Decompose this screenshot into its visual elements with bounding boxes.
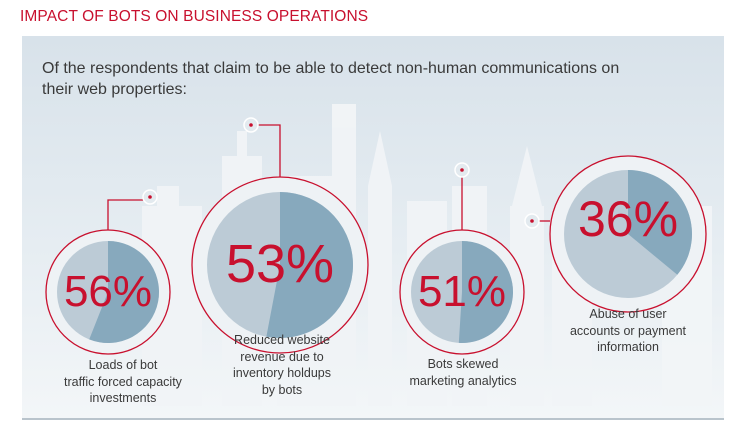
- pie-slice-3: [458, 241, 514, 344]
- percent-label-4: 36%: [578, 191, 678, 247]
- caption-2: Reduced website revenue due to inventory…: [233, 333, 331, 397]
- caption-3: Bots skewed marketing analytics: [409, 357, 517, 388]
- caption-1: Loads of bot traffic forced capacity inv…: [64, 358, 182, 405]
- pie-slice-2: [266, 192, 353, 338]
- pie-group-3: 51%: [399, 162, 525, 355]
- pie-slice-4: [628, 170, 693, 275]
- connector-line-1: [107, 197, 151, 230]
- connector-dot-center-4: [530, 219, 534, 223]
- page-title: IMPACT OF BOTS ON BUSINESS OPERATIONS: [20, 8, 369, 25]
- connector-line-2: [251, 124, 281, 177]
- pie-charts: 56% 53% 51% 36%: [45, 117, 707, 355]
- pie-group-2: 53%: [191, 117, 369, 354]
- intro-text: Of the respondents that claim to be able…: [42, 60, 620, 98]
- caption-4: Abuse of user accounts or payment inform…: [569, 307, 687, 354]
- pie-slice-1: [89, 241, 159, 343]
- pie-group-4: 36%: [524, 155, 707, 313]
- percent-label-1: 56%: [64, 267, 152, 316]
- percent-label-2: 53%: [226, 234, 334, 294]
- connector-dot-center-3: [460, 168, 464, 172]
- connector-dot-center-2: [249, 123, 253, 127]
- pie-group-1: 56%: [45, 189, 171, 355]
- connector-dot-center-1: [148, 195, 152, 199]
- bottom-divider: [22, 418, 724, 420]
- infographic-panel: Of the respondents that claim to be able…: [22, 36, 724, 418]
- percent-label-3: 51%: [418, 267, 506, 316]
